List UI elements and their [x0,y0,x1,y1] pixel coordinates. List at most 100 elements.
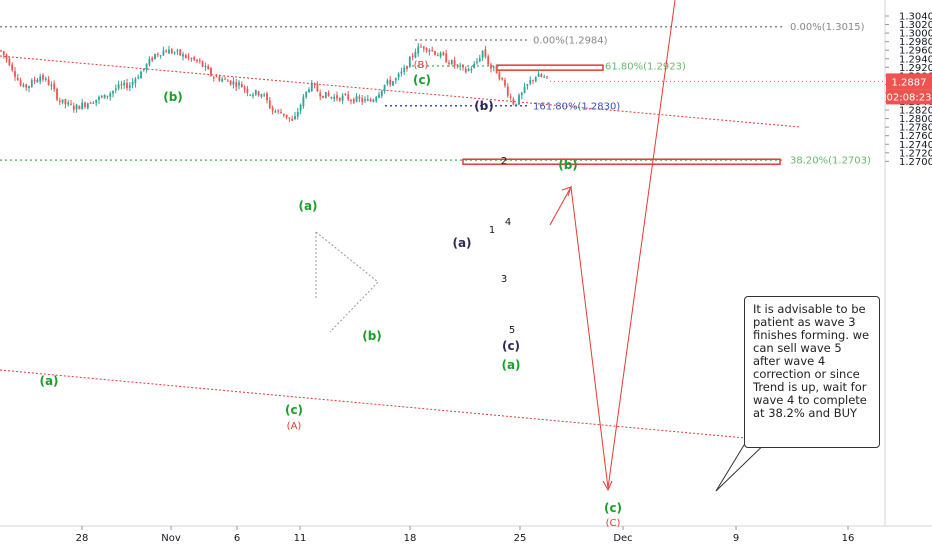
candle-body [478,58,481,62]
candle-body [380,90,383,96]
projection-arrowhead-down [602,480,613,492]
candle-body [487,56,490,65]
candle-body [148,58,151,65]
candle-body [0,50,2,52]
candle-body [302,96,305,107]
candle-body [56,88,58,100]
candle-body [16,78,19,81]
candle-body [140,71,142,79]
candle-body [512,98,515,105]
candle-body [268,100,271,108]
candle-body [114,88,117,91]
x-tick-label: 9 [733,533,739,544]
candle-body [162,50,165,56]
candle-body [529,80,532,84]
candle-body [260,94,263,97]
candle-body [184,54,187,58]
candle-body [137,77,140,79]
y-tick-label: 1.2820 [899,106,932,117]
candle-body [386,80,389,84]
candle-body [109,93,112,97]
candle-body [151,57,154,61]
x-tick-label: 28 [76,533,89,544]
fib-level-label: 61.80%(1.2923) [605,62,686,73]
target-box-38 [462,158,781,165]
x-tick-label: 16 [842,533,855,544]
candle-body [473,64,476,68]
candle-body [333,96,336,100]
candle-body [464,68,467,73]
candle-body [324,92,327,99]
countdown-label: 02:08:23 [887,92,932,103]
candle-body [58,100,61,102]
candle-body [546,76,548,78]
candle-body [540,74,543,77]
candle-body [456,64,459,66]
candle-body [291,118,294,121]
candle-body [78,105,81,110]
y-tick-label: 1.2740 [899,140,932,151]
candle-body [266,93,268,101]
y-tick-label: 1.2920 [899,63,932,74]
candle-body [128,85,131,88]
candle-body [25,84,28,88]
y-tick-label: 1.2940 [899,54,932,65]
candle-body [448,62,450,64]
candle-body [462,64,464,68]
candle-body [198,60,201,62]
candle-body [154,54,156,59]
wave-label: (a) [501,358,520,372]
candle-body [476,61,478,63]
fib-level-label: 38.20%(1.2703) [790,156,871,167]
candle-body [305,91,308,98]
candle-body [254,89,257,95]
candle-body [484,49,487,57]
candle-body [232,81,235,85]
x-tick-label: 11 [294,533,307,544]
candle-body [543,76,546,78]
candle-body [229,80,232,85]
wave-label: 3 [501,274,507,285]
wave-label: (b) [362,329,382,343]
candle-body [308,89,310,93]
candle-body [224,78,226,80]
candle-body [408,56,411,68]
candle-body [506,86,509,96]
candle-body [117,84,120,89]
candle-body [50,84,53,86]
candle-body [310,82,313,92]
last-price-label: 1.2887 [892,77,927,88]
y-tick-label: 1.3040 [899,12,932,23]
candle-body [534,77,537,82]
candle-body [299,105,302,111]
wave-label: (b) [474,99,494,113]
candle-body [112,90,114,94]
countdown-badge [886,89,932,105]
candle-body [394,78,397,81]
candle-body [495,65,498,74]
candle-body [187,56,190,58]
annotation-callout: It is advisable to be patient as wave 3 … [744,296,880,448]
projection-path [549,0,676,489]
triangle-pattern-upper [315,231,379,333]
candle-body [330,97,333,99]
candle-body [8,58,11,66]
candle-body [86,103,89,109]
candle-body [100,96,103,98]
candle-body [358,96,361,99]
wave-label: (c) [502,339,520,353]
candle-body [341,95,344,101]
candle-body [103,94,106,99]
candle-body [81,102,84,110]
candle-body [156,54,159,56]
channel-lower-line [0,369,801,444]
candle-body [64,99,67,105]
y-tick-label: 1.2760 [899,131,932,142]
candle-body [193,57,196,60]
candle-body [378,94,380,98]
candle-body [19,80,22,86]
candle-body [263,94,266,96]
candle-body [22,84,25,87]
